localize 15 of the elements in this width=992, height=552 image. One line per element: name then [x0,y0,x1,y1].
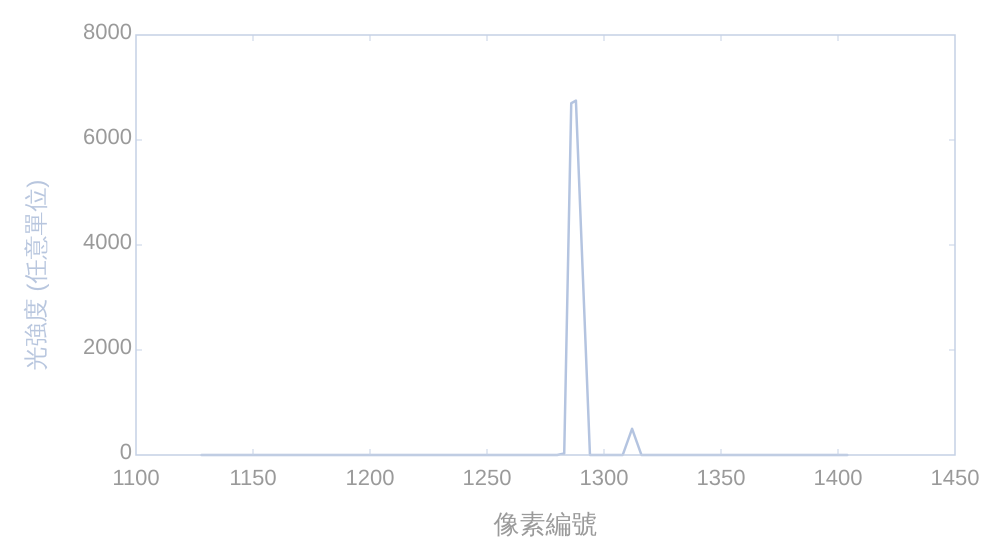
y-tick-label: 8000 [83,19,132,44]
y-tick-label: 4000 [83,229,132,254]
x-tick-label: 1400 [814,465,862,490]
y-tick-label: 0 [120,439,132,464]
x-tick-label: 1450 [930,465,980,490]
y-tick-label: 2000 [83,334,132,359]
x-axis-title: 像素編號 [494,509,598,539]
x-tick-label: 1150 [229,465,277,490]
x-tick-label: 1350 [696,465,746,490]
x-tick-label: 1100 [112,465,160,490]
x-tick-label: 1250 [462,465,512,490]
x-tick-label: 1200 [346,465,394,490]
y-axis-title: 光強度 (任意單位) [23,180,50,370]
y-tick-label: 6000 [83,124,132,149]
x-tick-label: 1300 [580,465,628,490]
